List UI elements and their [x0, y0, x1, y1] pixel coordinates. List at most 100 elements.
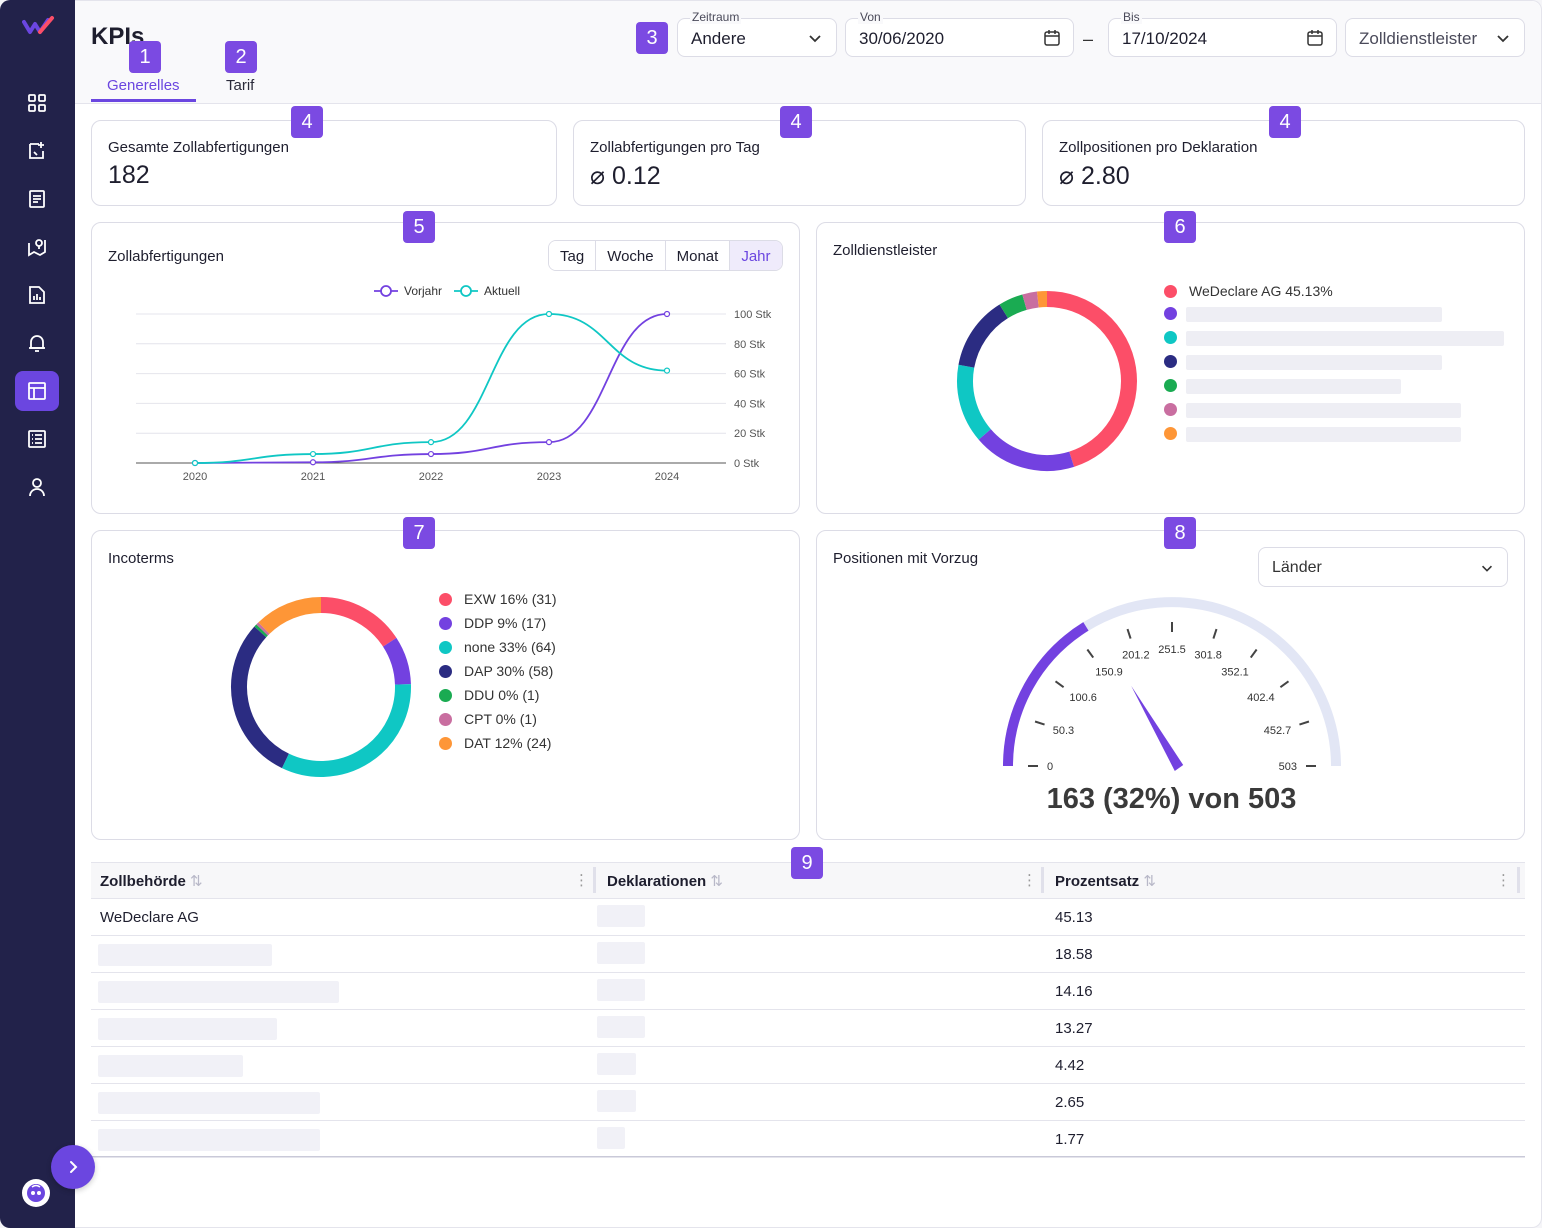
donut-slice	[1022, 291, 1039, 310]
column-header-prozentsatz[interactable]: Prozentsatz ⇅	[1055, 873, 1156, 890]
gauge-tick-label: 503	[1279, 761, 1297, 773]
period-tag-button[interactable]: Tag	[549, 241, 597, 270]
date-range-separator: –	[1083, 29, 1094, 49]
column-menu-icon[interactable]: ⋮	[1496, 872, 1511, 889]
annotation-badge: 9	[791, 847, 823, 879]
legend-dot	[439, 664, 452, 678]
table-row[interactable]: 1.77	[91, 1121, 1525, 1158]
report-icon[interactable]	[15, 275, 59, 315]
sidebar	[0, 0, 75, 1228]
legend-label: Aktuell	[484, 284, 520, 298]
cell-prozentsatz: 1.77	[1055, 1131, 1085, 1148]
legend-item	[1164, 307, 1189, 320]
skeleton-placeholder	[597, 1127, 625, 1149]
column-menu-icon[interactable]: ⋮	[1022, 872, 1037, 889]
app-logo[interactable]	[22, 14, 58, 38]
y-tick-label: 80 Stk	[734, 339, 766, 351]
cell-prozentsatz: 14.16	[1055, 983, 1093, 1000]
chevron-down-icon	[809, 35, 821, 43]
legend-dot	[1164, 427, 1177, 440]
table-row[interactable]: 2.65	[91, 1084, 1525, 1121]
legend-item: WeDeclare AG 45.13%	[1164, 283, 1333, 299]
kpi-card-total: Gesamte Zollabfertigungen 182	[91, 120, 557, 206]
data-point	[545, 310, 553, 318]
provider-donut-chart	[957, 291, 1137, 471]
cell-prozentsatz: 45.13	[1055, 909, 1093, 926]
column-header-zollbehoerde[interactable]: Zollbehörde ⇅	[100, 873, 203, 890]
legend-dot	[1164, 307, 1177, 320]
user-icon[interactable]	[15, 467, 59, 507]
skeleton-placeholder	[1186, 307, 1442, 322]
column-menu-icon[interactable]: ⋮	[574, 872, 589, 889]
von-date-input[interactable]: Von 30/06/2020	[845, 10, 1074, 57]
donut-slice	[382, 637, 411, 685]
series-line-vorjahr	[194, 313, 668, 464]
skeleton-placeholder	[597, 905, 645, 927]
period-toggle: Tag Woche Monat Jahr	[548, 240, 783, 271]
tab-generelles[interactable]: Generelles	[107, 77, 180, 94]
gauge-tick	[1249, 648, 1258, 659]
series-line-aktuell	[194, 313, 668, 464]
gauge-tick-label: 452.7	[1264, 725, 1292, 737]
bis-date-input[interactable]: Bis 17/10/2024	[1108, 10, 1337, 57]
avatar[interactable]	[22, 1179, 50, 1207]
legend-label: EXW 16% (31)	[464, 591, 557, 607]
von-label: Von	[858, 10, 883, 24]
list-icon[interactable]	[15, 419, 59, 459]
legend-item: DAP 30% (58)	[439, 663, 553, 679]
table-row[interactable]: 18.58	[91, 936, 1525, 973]
column-resizer[interactable]	[593, 867, 596, 893]
period-jahr-button[interactable]: Jahr	[730, 241, 782, 270]
annotation-badge: 1	[129, 41, 161, 73]
robot-face-icon	[27, 1184, 45, 1202]
dashboard-icon[interactable]	[15, 83, 59, 123]
donut-slice	[258, 597, 322, 635]
calendar-icon[interactable]	[1306, 29, 1324, 47]
sort-icon[interactable]: ⇅	[1143, 873, 1156, 890]
donut-slice	[999, 294, 1027, 319]
bell-icon[interactable]	[15, 323, 59, 363]
period-woche-button[interactable]: Woche	[596, 241, 666, 270]
table-row[interactable]: 13.27	[91, 1010, 1525, 1047]
column-header-deklarationen[interactable]: Deklarationen ⇅	[607, 873, 723, 890]
period-monat-button[interactable]: Monat	[665, 241, 731, 270]
donut-slice	[1046, 291, 1137, 467]
skeleton-placeholder	[597, 942, 645, 964]
zolldienstleister-select[interactable]: Zolldienstleister	[1345, 18, 1525, 57]
y-tick-label: 100 Stk	[734, 309, 772, 321]
map-icon[interactable]	[15, 227, 59, 267]
skeleton-placeholder	[597, 1016, 645, 1038]
data-point	[309, 459, 317, 466]
skeleton-placeholder	[98, 981, 339, 1003]
gauge-tick-label: 100.6	[1069, 692, 1097, 704]
data-point	[545, 439, 553, 446]
expand-sidebar-button[interactable]	[51, 1145, 95, 1189]
table-row[interactable]: 14.16	[91, 973, 1525, 1010]
table-row[interactable]: 4.42	[91, 1047, 1525, 1084]
table-row[interactable]: WeDeclare AG 45.13	[91, 899, 1525, 936]
column-resizer[interactable]	[1041, 867, 1044, 893]
annotation-badge: 5	[403, 211, 435, 243]
sort-icon[interactable]: ⇅	[710, 873, 723, 890]
kpi-layout-icon[interactable]	[15, 371, 59, 411]
y-tick-label: 20 Stk	[734, 428, 766, 440]
document-icon[interactable]	[15, 179, 59, 219]
add-document-icon[interactable]	[15, 131, 59, 171]
card-title: Zolldienstleister	[833, 242, 938, 259]
sort-icon[interactable]: ⇅	[190, 873, 203, 890]
legend-item: DAT 12% (24)	[439, 735, 551, 751]
donut-slice	[978, 428, 1075, 471]
legend-label: DAT 12% (24)	[464, 735, 552, 751]
tab-tarif[interactable]: Tarif	[226, 77, 255, 94]
zeitraum-select[interactable]: Zeitraum Andere	[677, 10, 837, 57]
kpi-label: Zollpositionen pro Deklaration	[1059, 139, 1258, 156]
calendar-icon[interactable]	[1043, 29, 1061, 47]
column-resizer[interactable]	[1517, 867, 1520, 893]
skeleton-placeholder	[98, 1055, 243, 1077]
card-title: Positionen mit Vorzug	[833, 550, 979, 567]
legend-item	[1164, 379, 1189, 392]
laender-select-value: Länder	[1272, 559, 1322, 576]
laender-select[interactable]: Länder	[1258, 547, 1508, 587]
legend-item: DDU 0% (1)	[439, 687, 539, 703]
skeleton-placeholder	[98, 944, 272, 966]
